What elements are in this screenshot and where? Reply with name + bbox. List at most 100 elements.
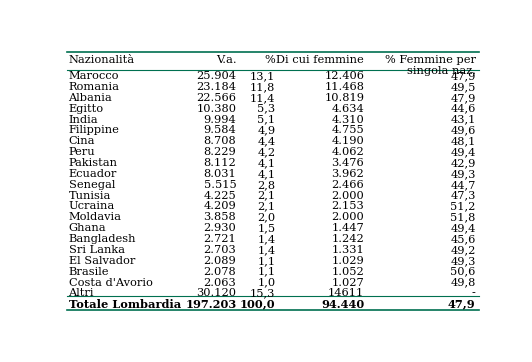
- Text: 2.000: 2.000: [331, 212, 364, 222]
- Text: 1,0: 1,0: [257, 278, 276, 287]
- Text: Di cui femmine: Di cui femmine: [277, 55, 364, 64]
- Text: 3.858: 3.858: [204, 212, 236, 222]
- Text: 2.721: 2.721: [204, 234, 236, 244]
- Text: 12.406: 12.406: [324, 71, 364, 81]
- Text: 8.708: 8.708: [204, 136, 236, 146]
- Text: 4,1: 4,1: [257, 158, 276, 168]
- Text: 4.190: 4.190: [331, 136, 364, 146]
- Text: 47,9: 47,9: [448, 299, 476, 310]
- Text: 23.184: 23.184: [196, 82, 236, 92]
- Text: 10.380: 10.380: [196, 104, 236, 114]
- Text: 48,1: 48,1: [450, 136, 476, 146]
- Text: 9.584: 9.584: [204, 125, 236, 135]
- Text: 51,8: 51,8: [450, 212, 476, 222]
- Text: Peru: Peru: [69, 147, 95, 157]
- Text: 2,8: 2,8: [257, 180, 276, 190]
- Text: Nazionalità: Nazionalità: [69, 55, 135, 64]
- Text: 2,1: 2,1: [257, 191, 276, 201]
- Text: 51,2: 51,2: [450, 202, 476, 211]
- Text: 11.468: 11.468: [324, 82, 364, 92]
- Text: 14611: 14611: [328, 289, 364, 298]
- Text: 47,9: 47,9: [450, 71, 476, 81]
- Text: El Salvador: El Salvador: [69, 256, 135, 266]
- Text: 44,7: 44,7: [450, 180, 476, 190]
- Text: Romania: Romania: [69, 82, 120, 92]
- Text: 30.120: 30.120: [196, 289, 236, 298]
- Text: 1.331: 1.331: [331, 245, 364, 255]
- Text: 49,2: 49,2: [450, 245, 476, 255]
- Text: 22.566: 22.566: [196, 93, 236, 103]
- Text: 15,3: 15,3: [250, 289, 276, 298]
- Text: 2.930: 2.930: [204, 223, 236, 233]
- Text: Brasile: Brasile: [69, 267, 109, 277]
- Text: 13,1: 13,1: [250, 71, 276, 81]
- Text: Moldavia: Moldavia: [69, 212, 121, 222]
- Text: 49,5: 49,5: [450, 82, 476, 92]
- Text: 4.755: 4.755: [331, 125, 364, 135]
- Text: India: India: [69, 114, 98, 125]
- Text: 2.063: 2.063: [204, 278, 236, 287]
- Text: Totale Lombardia: Totale Lombardia: [69, 299, 181, 310]
- Text: 9.994: 9.994: [204, 114, 236, 125]
- Text: 2.078: 2.078: [204, 267, 236, 277]
- Text: 94.440: 94.440: [321, 299, 364, 310]
- Text: 100,0: 100,0: [240, 299, 276, 310]
- Text: 1.052: 1.052: [331, 267, 364, 277]
- Text: 4.062: 4.062: [331, 147, 364, 157]
- Text: 2.703: 2.703: [204, 245, 236, 255]
- Text: 4.225: 4.225: [204, 191, 236, 201]
- Text: Filippine: Filippine: [69, 125, 120, 135]
- Text: 8.112: 8.112: [204, 158, 236, 168]
- Text: Senegal: Senegal: [69, 180, 115, 190]
- Text: 4,9: 4,9: [257, 125, 276, 135]
- Text: Pakistan: Pakistan: [69, 158, 118, 168]
- Text: Ucraina: Ucraina: [69, 202, 115, 211]
- Text: Egitto: Egitto: [69, 104, 104, 114]
- Text: 49,6: 49,6: [450, 125, 476, 135]
- Text: 4.310: 4.310: [331, 114, 364, 125]
- Text: 3.476: 3.476: [331, 158, 364, 168]
- Text: 1.447: 1.447: [331, 223, 364, 233]
- Text: 1,4: 1,4: [257, 234, 276, 244]
- Text: Tunisia: Tunisia: [69, 191, 111, 201]
- Text: 49,3: 49,3: [450, 256, 476, 266]
- Text: 43,1: 43,1: [450, 114, 476, 125]
- Text: 2.153: 2.153: [331, 202, 364, 211]
- Text: 49,3: 49,3: [450, 169, 476, 179]
- Text: 25.904: 25.904: [196, 71, 236, 81]
- Text: 45,6: 45,6: [450, 234, 476, 244]
- Text: 1.242: 1.242: [331, 234, 364, 244]
- Text: 49,4: 49,4: [450, 223, 476, 233]
- Text: 2.089: 2.089: [204, 256, 236, 266]
- Text: 1,1: 1,1: [257, 267, 276, 277]
- Text: 5,1: 5,1: [257, 114, 276, 125]
- Text: 197.203: 197.203: [185, 299, 236, 310]
- Text: Bangladesh: Bangladesh: [69, 234, 136, 244]
- Text: 4,2: 4,2: [257, 147, 276, 157]
- Text: 11,8: 11,8: [250, 82, 276, 92]
- Text: 42,9: 42,9: [450, 158, 476, 168]
- Text: % Femmine per
singola naz.: % Femmine per singola naz.: [385, 55, 476, 76]
- Text: Altri: Altri: [69, 289, 94, 298]
- Text: 5.515: 5.515: [204, 180, 236, 190]
- Text: Cina: Cina: [69, 136, 95, 146]
- Text: 1.029: 1.029: [331, 256, 364, 266]
- Text: 1,4: 1,4: [257, 245, 276, 255]
- Text: 4,4: 4,4: [257, 136, 276, 146]
- Text: 1,5: 1,5: [257, 223, 276, 233]
- Text: 47,3: 47,3: [450, 191, 476, 201]
- Text: %: %: [265, 55, 276, 64]
- Text: Albania: Albania: [69, 93, 112, 103]
- Text: 2,0: 2,0: [257, 212, 276, 222]
- Text: 50,6: 50,6: [450, 267, 476, 277]
- Text: V.a.: V.a.: [216, 55, 236, 64]
- Text: -: -: [472, 289, 476, 298]
- Text: 11,4: 11,4: [250, 93, 276, 103]
- Text: 49,4: 49,4: [450, 147, 476, 157]
- Text: 1.027: 1.027: [331, 278, 364, 287]
- Text: Ghana: Ghana: [69, 223, 106, 233]
- Text: 2,1: 2,1: [257, 202, 276, 211]
- Text: Sri Lanka: Sri Lanka: [69, 245, 124, 255]
- Text: 49,8: 49,8: [450, 278, 476, 287]
- Text: 2.466: 2.466: [331, 180, 364, 190]
